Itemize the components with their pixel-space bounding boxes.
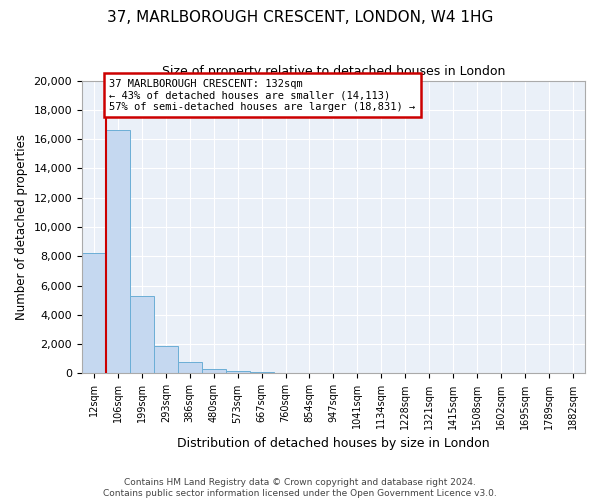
Bar bbox=[154, 346, 178, 374]
Bar bbox=[130, 296, 154, 374]
Y-axis label: Number of detached properties: Number of detached properties bbox=[15, 134, 28, 320]
Bar bbox=[82, 254, 106, 374]
Text: 37, MARLBOROUGH CRESCENT, LONDON, W4 1HG: 37, MARLBOROUGH CRESCENT, LONDON, W4 1HG bbox=[107, 10, 493, 25]
Bar bbox=[226, 370, 250, 374]
Bar bbox=[250, 372, 274, 374]
X-axis label: Distribution of detached houses by size in London: Distribution of detached houses by size … bbox=[177, 437, 490, 450]
Bar bbox=[178, 362, 202, 374]
Bar bbox=[202, 369, 226, 374]
Text: Contains HM Land Registry data © Crown copyright and database right 2024.
Contai: Contains HM Land Registry data © Crown c… bbox=[103, 478, 497, 498]
Bar bbox=[106, 130, 130, 374]
Title: Size of property relative to detached houses in London: Size of property relative to detached ho… bbox=[162, 65, 505, 78]
Text: 37 MARLBOROUGH CRESCENT: 132sqm
← 43% of detached houses are smaller (14,113)
57: 37 MARLBOROUGH CRESCENT: 132sqm ← 43% of… bbox=[109, 78, 416, 112]
